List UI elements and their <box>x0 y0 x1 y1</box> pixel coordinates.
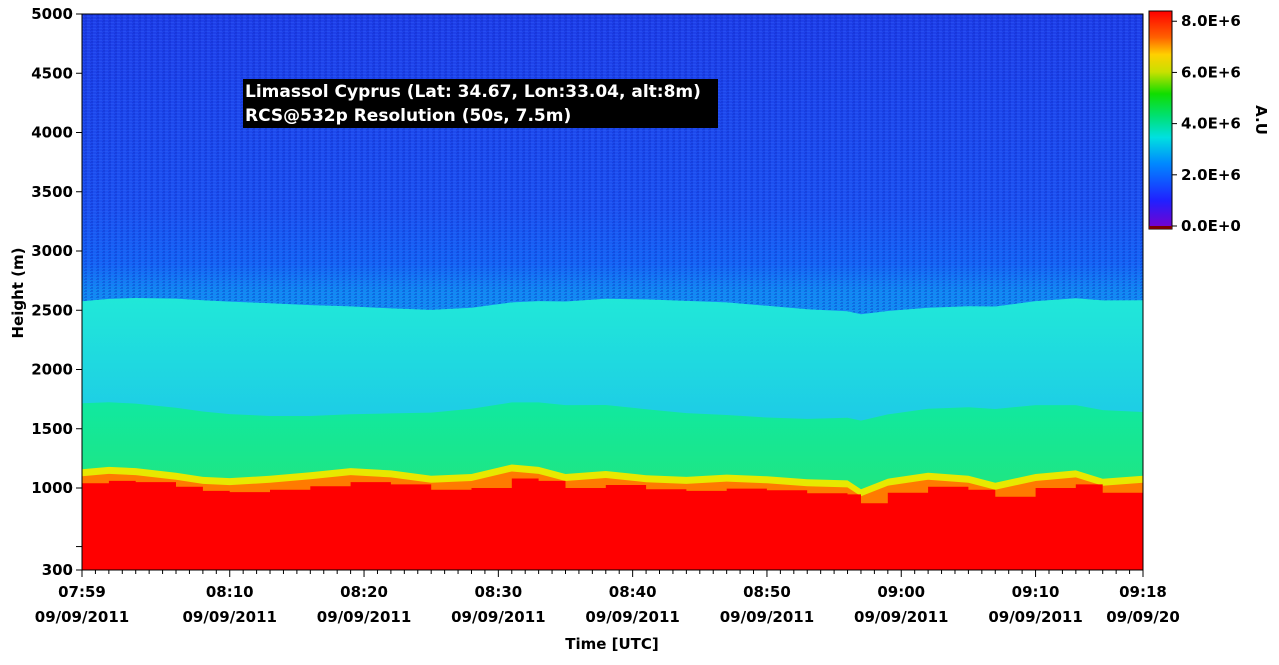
y-tick-label: 2000 <box>31 361 73 379</box>
annotation-line-resolution: RCS@532p Resolution (50s, 7.5m) <box>245 106 572 126</box>
x-tick-time-label: 08:20 <box>340 583 388 601</box>
station-annotation: Limassol Cyprus (Lat: 34.67, Lon:33.04, … <box>243 79 718 128</box>
y-tick-label: 5000 <box>31 5 73 23</box>
colorbar-tick-label: 4.0E+6 <box>1181 115 1241 133</box>
x-tick-time-label: 07:59 <box>58 583 106 601</box>
x-tick-date-label: 09/09/2011 <box>317 608 411 626</box>
plot-frame <box>81 13 1144 571</box>
y-tick-label: 4000 <box>31 124 73 142</box>
x-tick-time-label: 08:50 <box>743 583 791 601</box>
x-tick-time-label: 09:10 <box>1012 583 1060 601</box>
annotation-line-location: Limassol Cyprus (Lat: 34.67, Lon:33.04, … <box>245 82 701 102</box>
x-tick-date-label: 09/09/20 <box>1106 608 1180 626</box>
x-tick-time-label: 09:00 <box>877 583 925 601</box>
y-tick-label: 4500 <box>31 64 73 82</box>
x-tick-time-label: 08:40 <box>609 583 657 601</box>
x-tick-date-label: 09/09/2011 <box>35 608 129 626</box>
colorbar <box>1148 10 1173 230</box>
colorbar-tick-label: 8.0E+6 <box>1181 12 1241 30</box>
x-tick-time-label: 08:30 <box>474 583 522 601</box>
x-axis-title: Time [UTC] <box>565 635 659 653</box>
y-tick-label: 3500 <box>31 183 73 201</box>
x-tick-date-label: 09/09/2011 <box>183 608 277 626</box>
colorbar-floor <box>1149 226 1172 229</box>
boundary-layer-region <box>82 478 1143 570</box>
colorbar-title: A.U <box>1252 105 1270 135</box>
colorbar-tick-label: 2.0E+6 <box>1181 166 1241 184</box>
x-tick-time-label: 08:10 <box>206 583 254 601</box>
x-tick-date-label: 09/09/2011 <box>585 608 679 626</box>
y-axis-title: Height (m) <box>9 247 27 338</box>
y-tick-label: 300 <box>42 561 73 579</box>
y-tick-label: 1000 <box>31 479 73 497</box>
x-tick-date-label: 09/09/2011 <box>451 608 545 626</box>
colorbar-tick-label: 6.0E+6 <box>1181 63 1241 81</box>
x-tick-date-label: 09/09/2011 <box>720 608 814 626</box>
x-tick-date-label: 09/09/2011 <box>854 608 948 626</box>
x-tick-date-label: 09/09/2011 <box>988 608 1082 626</box>
colorbar-tick-label: 0.0E+0 <box>1181 217 1241 235</box>
y-tick-label: 1500 <box>31 420 73 438</box>
x-tick-time-label: 09:18 <box>1119 583 1167 601</box>
y-tick-label: 2500 <box>31 301 73 319</box>
y-tick-label: 3000 <box>31 242 73 260</box>
